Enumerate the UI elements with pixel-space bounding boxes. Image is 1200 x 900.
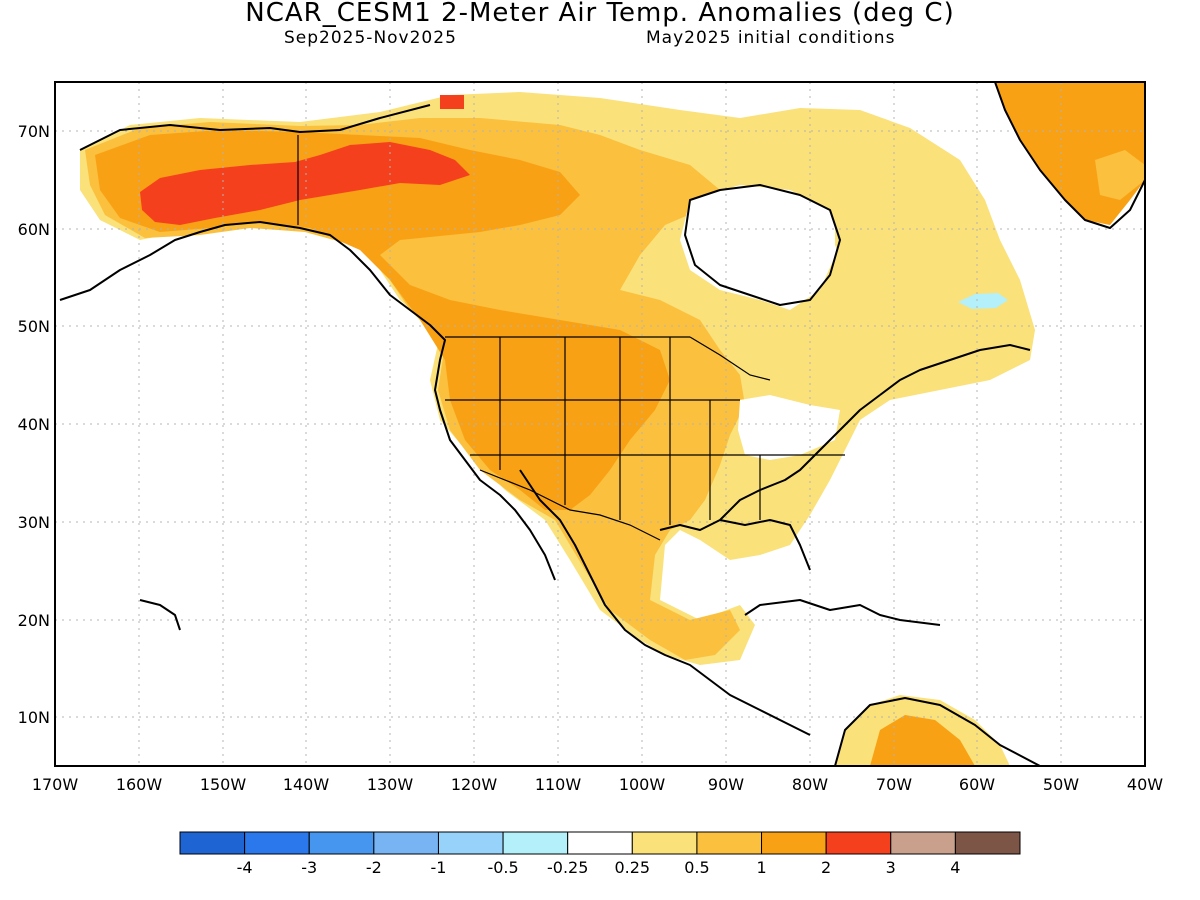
- lon-label: 110W: [535, 775, 582, 794]
- lon-label: 170W: [32, 775, 79, 794]
- anomaly-region-negative: [958, 293, 1008, 309]
- colorbar-tick-label: -4: [237, 858, 253, 877]
- colorbar-tick-label: -1: [430, 858, 446, 877]
- colorbar-swatch: [954, 831, 1021, 855]
- lon-label: 140W: [283, 775, 330, 794]
- colorbar-tick-label: 3: [886, 858, 896, 877]
- lat-label: 10N: [18, 708, 50, 727]
- lon-label: 150W: [200, 775, 247, 794]
- colorbar: -4 -3 -2 -1 -0.5 -0.25 0.25 0.5 1 2 3 4: [179, 831, 1021, 877]
- anomaly-region-05to1: [85, 118, 745, 660]
- anomaly-region-ohio-neutral: [738, 395, 840, 460]
- anomaly-patch-arctic: [440, 95, 464, 109]
- latitude-labels: 70N 60N 50N 40N 30N 20N 10N: [18, 122, 50, 727]
- lon-label: 60W: [959, 775, 995, 794]
- colorbar-tick-label: -0.5: [487, 858, 518, 877]
- anomaly-region-hudson-neutral: [680, 185, 840, 310]
- colorbar-tick-label: -2: [366, 858, 382, 877]
- lon-label: 50W: [1043, 775, 1079, 794]
- colorbar-swatch: [437, 831, 504, 855]
- anomaly-region-1to2: [95, 130, 670, 510]
- colorbar-swatch: [308, 831, 375, 855]
- colorbar-tick-label: -3: [301, 858, 317, 877]
- colorbar-swatch: [244, 831, 310, 855]
- lon-label: 90W: [708, 775, 744, 794]
- anomaly-region-quebec-light: [835, 205, 905, 280]
- colorbar-swatch: [890, 831, 956, 855]
- lon-label: 130W: [367, 775, 414, 794]
- lon-label: 80W: [792, 775, 828, 794]
- lat-label: 20N: [18, 611, 50, 630]
- colorbar-swatch: [761, 831, 827, 855]
- lat-label: 70N: [18, 122, 50, 141]
- initial-conditions: May2025 initial conditions: [646, 28, 896, 48]
- colorbar-tick-label: 0.5: [684, 858, 709, 877]
- map-title: NCAR_CESM1 2-Meter Air Temp. Anomalies (…: [245, 0, 955, 28]
- lon-label: 70W: [876, 775, 912, 794]
- lon-label: 40W: [1127, 775, 1163, 794]
- coastlines: [59, 82, 1145, 766]
- colorbar-tick-label: -0.25: [547, 858, 588, 877]
- colorbar-tick-label: 2: [821, 858, 831, 877]
- anomaly-region-2to3: [140, 142, 470, 225]
- colorbar-swatch: [179, 831, 246, 855]
- colorbar-swatch: [373, 831, 439, 855]
- anomaly-region-south-america-orange: [870, 715, 975, 766]
- colorbar-tick-label: 1: [756, 858, 766, 877]
- lat-label: 50N: [18, 317, 50, 336]
- lat-label: 30N: [18, 513, 50, 532]
- longitude-labels: 170W 160W 150W 140W 130W 120W 110W 100W …: [32, 775, 1163, 794]
- colorbar-swatch: [502, 831, 569, 855]
- colorbar-tick-label: 0.25: [614, 858, 650, 877]
- forecast-period: Sep2025-Nov2025: [284, 28, 457, 48]
- colorbar-swatch: [631, 831, 698, 855]
- anomaly-region-greenland-light: [1095, 150, 1145, 200]
- political-borders: [297, 135, 845, 541]
- lon-label: 100W: [619, 775, 666, 794]
- colorbar-tick-label: 4: [950, 858, 960, 877]
- colorbar-swatch: [825, 831, 892, 855]
- colorbar-swatch: [696, 831, 763, 855]
- lon-label: 160W: [116, 775, 163, 794]
- map-frame: [54, 81, 1146, 767]
- map-canvas: [55, 82, 1145, 766]
- colorbar-swatch: [567, 831, 633, 855]
- lat-label: 40N: [18, 415, 50, 434]
- lat-label: 60N: [18, 220, 50, 239]
- lon-label: 120W: [451, 775, 498, 794]
